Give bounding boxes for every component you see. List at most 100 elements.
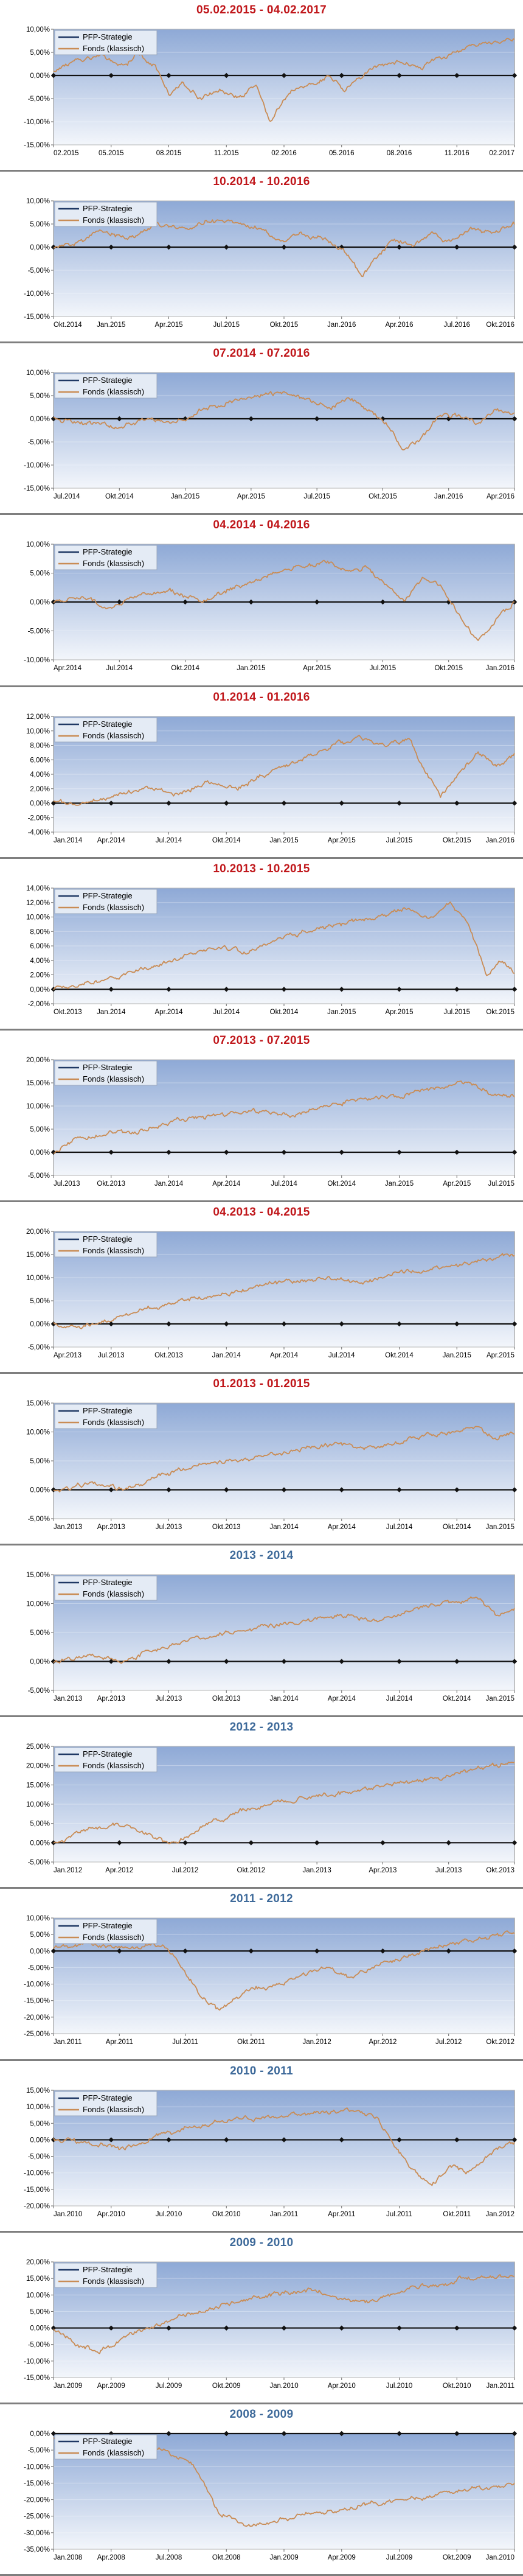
y-tick-label: 15,00% [26, 2087, 50, 2095]
y-tick-label: -5,00% [28, 267, 50, 275]
chart-svg: 15,00% 10,00% 5,00% 0,00% -5,00% Jan.2013 Apr.… [26, 1572, 518, 1703]
series-line-fonds [53, 735, 515, 806]
x-tick-label: 08.2015 [156, 150, 182, 157]
series-line-fonds [53, 1762, 515, 1844]
x-tick-label: Jul.2011 [386, 2211, 412, 2218]
y-tick-label: -2,00% [28, 814, 50, 822]
x-tick-label: Apr.2015 [385, 1009, 413, 1016]
zero-marker [224, 244, 229, 250]
y-tick-label: 12,00% [26, 713, 50, 721]
x-tick-label: Okt.2014 [105, 493, 134, 500]
x-tick-label: Jul.2014 [328, 1352, 355, 1359]
series-line-fonds [53, 2274, 515, 2354]
legend-box [54, 1232, 158, 1258]
zero-marker [281, 800, 287, 806]
legend: PFP-Strategie Fonds (klassisch) [54, 1060, 158, 1086]
y-tick-label: -35,00% [24, 2546, 50, 2553]
chart-svg: 15,00% 10,00% 5,00% 0,00% -5,00% Jan.2013 Apr.… [26, 1400, 518, 1531]
legend-box [54, 201, 158, 227]
x-tick-label: Apr.2011 [106, 2039, 133, 2046]
zero-marker [108, 2325, 114, 2331]
chart-svg: 10,00% 5,00% 0,00% -5,00% -10,00% Apr.2014 Jul… [24, 541, 518, 672]
legend-label-fonds: Fonds (klassisch) [83, 903, 144, 912]
x-tick-label: Jan.2015 [385, 1180, 414, 1188]
legend: PFP-Strategie Fonds (klassisch) [54, 2434, 158, 2460]
x-tick-label: Apr.2016 [487, 493, 514, 500]
zero-marker [166, 1659, 171, 1664]
x-tick-label: Apr.2015 [303, 665, 331, 672]
x-tick-label: Apr.2013 [369, 1867, 397, 1874]
legend-label-pfp: PFP-Strategie [83, 376, 133, 385]
y-tick-label: 10,00% [26, 541, 50, 548]
y-tick-label: 25,00% [26, 1743, 50, 1751]
x-tick-label: Okt.2013 [54, 1009, 82, 1016]
zero-marker [166, 2137, 171, 2143]
chart-panel: 01.2013 - 01.2015 15,00% 10,00% 5,00% 0,00% -… [0, 1374, 523, 1545]
zero-marker [454, 244, 460, 250]
x-tick-label: Okt.2009 [212, 2382, 241, 2390]
x-tick-label: Jan.2010 [269, 2382, 298, 2390]
x-tick-label: Okt.2015 [270, 321, 299, 329]
x-tick-label: Jul.2013 [98, 1352, 124, 1359]
legend-label-fonds: Fonds (klassisch) [83, 2277, 144, 2286]
zero-marker [339, 2137, 344, 2143]
zero-marker [454, 2325, 460, 2331]
x-tick-label: Okt.2014 [327, 1180, 356, 1188]
zero-marker [224, 2325, 229, 2331]
zero-marker [397, 244, 402, 250]
y-tick-label: 0,00% [30, 599, 50, 606]
y-tick-label: -5,00% [28, 2447, 50, 2454]
zero-marker [166, 800, 171, 806]
x-tick-label: Apr.2012 [105, 1867, 133, 1874]
chart-svg: 10,00% 5,00% 0,00% -5,00% -10,00% -15,00% Okt.… [24, 198, 518, 329]
legend-label-pfp: PFP-Strategie [83, 1406, 133, 1415]
legend-label-pfp: PFP-Strategie [83, 1921, 133, 1930]
x-tick-label: Okt.2013 [97, 1180, 125, 1188]
y-tick-label: 0,00% [30, 1948, 50, 1955]
zero-marker [397, 2137, 402, 2143]
x-tick-label: Jul.2011 [172, 2039, 198, 2046]
zero-marker [166, 987, 171, 992]
x-tick-label: Jul.2015 [386, 837, 412, 844]
zero-marker [281, 1321, 287, 1327]
y-tick-label: -15,00% [24, 2375, 50, 2382]
x-tick-label: Okt.2013 [212, 1524, 241, 1531]
legend-box [54, 717, 158, 743]
legend-label-fonds: Fonds (klassisch) [83, 1589, 144, 1598]
x-tick-label: Jul.2015 [488, 1180, 514, 1188]
y-tick-label: 0,00% [30, 244, 50, 251]
legend-box [54, 1919, 158, 1944]
legend-label-pfp: PFP-Strategie [83, 2265, 133, 2274]
chart-svg: 10,00% 5,00% 0,00% -5,00% -10,00% -15,00% -20,… [24, 1915, 518, 2046]
legend: PFP-Strategie Fonds (klassisch) [54, 30, 158, 55]
chart-panel: 2010 - 2011 15,00% 10,00% 5,00% 0,00% -5,00% -… [0, 2061, 523, 2233]
legend: PFP-Strategie Fonds (klassisch) [54, 201, 158, 227]
x-tick-label: Jul.2013 [156, 1695, 182, 1703]
x-tick-label: Jul.2015 [303, 493, 330, 500]
y-tick-label: 10,00% [26, 728, 50, 735]
y-tick-label: -5,00% [28, 1687, 50, 1695]
y-tick-label: 5,00% [30, 221, 50, 228]
x-tick-label: Apr.2013 [54, 1352, 81, 1359]
x-tick-label: Okt.2013 [486, 1867, 514, 1874]
x-tick-label: Jan.2014 [54, 837, 83, 844]
legend-label-pfp: PFP-Strategie [83, 1063, 133, 1072]
zero-marker [166, 1321, 171, 1327]
legend-label-pfp: PFP-Strategie [83, 2437, 133, 2446]
y-tick-label: 10,00% [26, 369, 50, 377]
chart-title: 01.2013 - 01.2015 [213, 1377, 310, 1390]
chart-svg: 14,00% 12,00% 10,00% 8,00% 6,00% 4,00% 2,00% 0,… [26, 885, 518, 1016]
chart-title: 2011 - 2012 [230, 1892, 293, 1905]
series-line-fonds [53, 559, 515, 641]
x-tick-label: Okt.2011 [237, 2039, 265, 2046]
legend-box [54, 1060, 158, 1086]
x-tick-label: Okt.2014 [270, 1009, 299, 1016]
chart-title: 10.2013 - 10.2015 [213, 863, 310, 875]
x-tick-label: Okt.2014 [443, 1695, 471, 1703]
x-tick-label: Apr.2015 [487, 1352, 514, 1359]
x-tick-label: 02.2017 [489, 150, 514, 157]
zero-marker [224, 1487, 229, 1493]
x-tick-label: Okt.2013 [212, 1695, 241, 1703]
series-line-fonds [53, 219, 515, 278]
